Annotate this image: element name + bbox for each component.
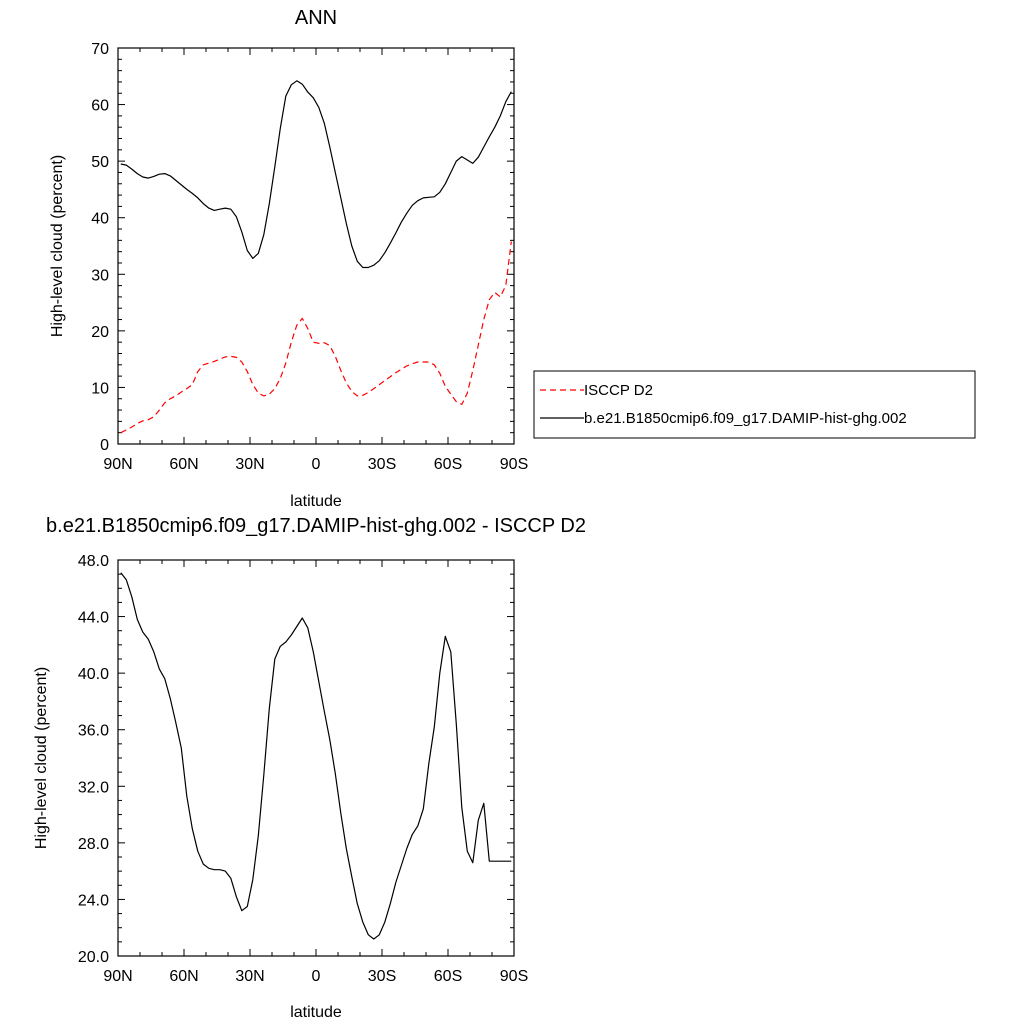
top-y-axis-label: High-level cloud (percent) [49, 155, 66, 337]
legend-label-model: b.e21.B1850cmip6.f09_g17.DAMIP-hist-ghg.… [584, 410, 907, 427]
bottom-x-tick-label: 60N [169, 968, 198, 985]
bottom-y-tick-label: 48.0 [78, 553, 109, 570]
bottom-plot: 90N 60N 30N 0 30S 60S 90S 20.0 24.0 28.0 32.0 36.0 4… [78, 553, 528, 985]
bottom-y-tick-label: 36.0 [78, 723, 109, 740]
bottom-x-axis-label: latitude [290, 1004, 342, 1021]
top-x-tick-label: 90N [103, 456, 132, 473]
bottom-plot-frame [117, 559, 515, 957]
bottom-y-tick-label: 40.0 [78, 666, 109, 683]
top-x-axis-label: latitude [290, 493, 342, 510]
bottom-y-axis-label: High-level cloud (percent) [33, 667, 50, 849]
bottom-x-tick-label: 60S [434, 968, 462, 985]
top-series-0-line [120, 241, 512, 434]
top-y-tick-label: 40 [91, 211, 109, 228]
top-chart-title: ANN [295, 7, 337, 29]
top-y-tick-label: 10 [91, 380, 109, 397]
bottom-x-tick-label: 30S [368, 968, 396, 985]
bottom-x-tick-label: 30N [235, 968, 264, 985]
bottom-y-tick-label: 28.0 [78, 836, 109, 853]
bottom-x-tick-label: 0 [312, 968, 321, 985]
legend-label-isccp: ISCCP D2 [584, 382, 653, 399]
top-x-tick-label: 60S [434, 456, 462, 473]
bottom-y-tick-label: 44.0 [78, 610, 109, 627]
top-x-tick-label: 30S [368, 456, 396, 473]
top-plot: 90N 60N 30N 0 30S 60S 90S 0 10 20 30 40 50 60 70 [91, 41, 528, 473]
top-y-tick-label: 20 [91, 324, 109, 341]
legend-box [533, 370, 976, 439]
legend: ISCCP D2 b.e21.B1850cmip6.f09_g17.DAMIP-… [533, 370, 976, 439]
top-y-tick-label: 0 [100, 437, 109, 454]
top-y-tick-label: 60 [91, 98, 109, 115]
bottom-x-tick-label: 90N [103, 968, 132, 985]
top-y-tick-label: 30 [91, 267, 109, 284]
bottom-y-tick-label: 32.0 [78, 779, 109, 796]
top-x-tick-label: 60N [169, 456, 198, 473]
top-x-tick-label: 90S [500, 456, 528, 473]
top-y-tick-label: 70 [91, 41, 109, 58]
bottom-series-0-line [120, 572, 512, 940]
bottom-x-tick-label: 90S [500, 968, 528, 985]
bottom-chart-title: b.e21.B1850cmip6.f09_g17.DAMIP-hist-ghg.… [46, 515, 586, 537]
bottom-y-tick-label: 20.0 [78, 949, 109, 966]
top-x-tick-label: 0 [312, 456, 321, 473]
top-y-tick-label: 50 [91, 154, 109, 171]
top-x-tick-label: 30N [235, 456, 264, 473]
bottom-y-tick-label: 24.0 [78, 892, 109, 909]
top-series-1-line [120, 80, 512, 269]
top-plot-frame [117, 47, 515, 445]
